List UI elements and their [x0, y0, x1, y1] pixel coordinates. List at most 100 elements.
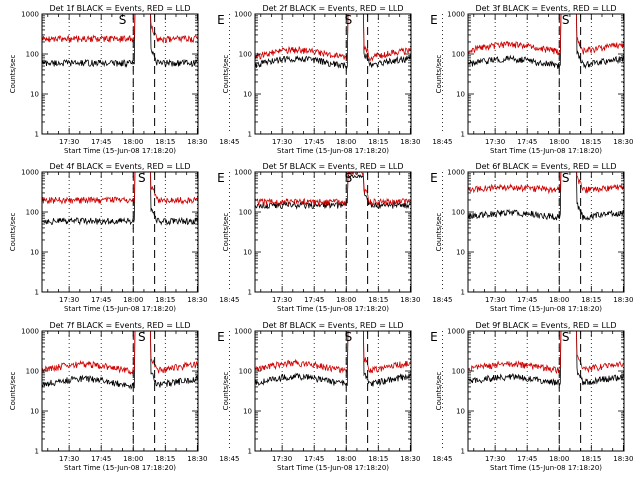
start-marker: S [562, 330, 570, 344]
y-tick-label: 10 [243, 91, 252, 99]
x-tick-label: 18:45 [219, 296, 239, 304]
panel-title: Det 4f BLACK = Events, RED = LLD [49, 162, 190, 171]
series-line-events [468, 331, 624, 386]
x-tick-label: 17:30 [59, 138, 79, 146]
x-tick-label: 18:00 [549, 138, 569, 146]
x-tick-label: 18:15 [155, 138, 175, 146]
y-tick-label: 100 [239, 368, 252, 376]
x-tick-label: 18:00 [123, 296, 143, 304]
start-marker: S [562, 13, 570, 27]
series-line-lld [255, 331, 411, 374]
x-tick-label: 17:45 [91, 296, 111, 304]
x-axis-label: Start Time (15-Jun-08 17:18:20) [490, 305, 602, 313]
x-tick-label: 17:30 [272, 138, 292, 146]
end-marker: E [217, 330, 225, 344]
series-line-lld [468, 14, 624, 56]
series-line-events [468, 172, 624, 221]
detector-panel-6: Det 6f BLACK = Events, RED = LLDSE110100… [435, 162, 633, 313]
y-tick-label: 100 [239, 209, 252, 217]
panel-title: Det 9f BLACK = Events, RED = LLD [475, 321, 616, 330]
x-axis-label: Start Time (15-Jun-08 17:18:20) [490, 464, 602, 472]
y-tick-label: 100 [452, 209, 465, 217]
y-tick-label: 1 [248, 131, 252, 139]
y-axis-label: Counts/sec [222, 372, 230, 411]
series-line-events [468, 14, 624, 70]
series-line-lld [42, 14, 198, 44]
y-tick-label: 1 [461, 289, 465, 297]
x-tick-label: 17:30 [485, 455, 505, 463]
x-tick-label: 18:45 [432, 296, 452, 304]
y-tick-label: 1 [35, 131, 39, 139]
x-tick-label: 18:15 [368, 296, 388, 304]
series-line-events [255, 173, 411, 210]
series-line-lld [255, 172, 411, 207]
x-tick-label: 18:15 [155, 296, 175, 304]
x-axis-label: Start Time (15-Jun-08 17:18:20) [277, 305, 389, 313]
end-marker: E [217, 171, 225, 185]
x-tick-label: 18:00 [549, 296, 569, 304]
x-tick-label: 18:30 [187, 138, 207, 146]
x-tick-label: 18:45 [432, 138, 452, 146]
y-tick-label: 10 [243, 408, 252, 416]
y-tick-label: 100 [26, 368, 39, 376]
x-axis-label: Start Time (15-Jun-08 17:18:20) [277, 147, 389, 155]
x-tick-label: 17:45 [517, 455, 537, 463]
plot-frame [254, 13, 412, 135]
x-tick-label: 18:15 [368, 138, 388, 146]
y-tick-label: 1000 [234, 328, 252, 336]
panel-title: Det 7f BLACK = Events, RED = LLD [49, 321, 190, 330]
y-tick-label: 100 [239, 51, 252, 59]
y-tick-label: 1 [35, 289, 39, 297]
series-line-lld [255, 14, 411, 62]
x-tick-label: 18:15 [368, 455, 388, 463]
x-tick-label: 17:30 [485, 138, 505, 146]
y-axis-label: Counts/sec [435, 55, 443, 94]
y-tick-label: 10 [30, 91, 39, 99]
x-tick-label: 18:30 [400, 296, 420, 304]
x-tick-label: 17:30 [272, 455, 292, 463]
panel-title: Det 1f BLACK = Events, RED = LLD [49, 4, 190, 13]
y-tick-label: 10 [456, 408, 465, 416]
x-axis-label: Start Time (15-Jun-08 17:18:20) [490, 147, 602, 155]
y-tick-label: 1000 [234, 11, 252, 19]
panel-title: Det 3f BLACK = Events, RED = LLD [475, 4, 616, 13]
series-line-events [42, 172, 198, 226]
plot-frame [467, 171, 625, 293]
x-tick-label: 18:00 [336, 138, 356, 146]
plot-frame [41, 171, 199, 293]
y-tick-label: 10 [456, 91, 465, 99]
y-tick-label: 100 [452, 368, 465, 376]
x-tick-label: 17:45 [517, 296, 537, 304]
y-tick-label: 10 [30, 408, 39, 416]
y-axis-label: Counts/sec [9, 213, 17, 252]
y-tick-label: 100 [26, 209, 39, 217]
x-tick-label: 18:30 [187, 455, 207, 463]
plot-frame [254, 330, 412, 452]
x-tick-label: 18:30 [187, 296, 207, 304]
x-tick-label: 17:45 [304, 296, 324, 304]
x-tick-label: 17:45 [304, 138, 324, 146]
plot-frame [41, 330, 199, 452]
series-line-events [42, 14, 198, 68]
x-tick-label: 18:45 [432, 455, 452, 463]
start-marker: S [345, 330, 353, 344]
y-axis-label: Counts/sec [435, 372, 443, 411]
end-marker: E [430, 171, 438, 185]
series-line-lld [42, 331, 198, 375]
x-tick-label: 18:00 [336, 296, 356, 304]
x-tick-label: 17:45 [91, 455, 111, 463]
panel-title: Det 8f BLACK = Events, RED = LLD [262, 321, 403, 330]
x-tick-label: 18:00 [123, 455, 143, 463]
detector-panel-9: Det 9f BLACK = Events, RED = LLDSE110100… [435, 321, 633, 472]
x-tick-label: 17:45 [517, 138, 537, 146]
y-axis-label: Counts/sec [9, 55, 17, 94]
y-tick-label: 1000 [21, 328, 39, 336]
y-axis-label: Counts/sec [222, 213, 230, 252]
end-marker: E [217, 13, 225, 27]
start-marker: S [345, 13, 353, 27]
start-marker: S [119, 13, 127, 27]
